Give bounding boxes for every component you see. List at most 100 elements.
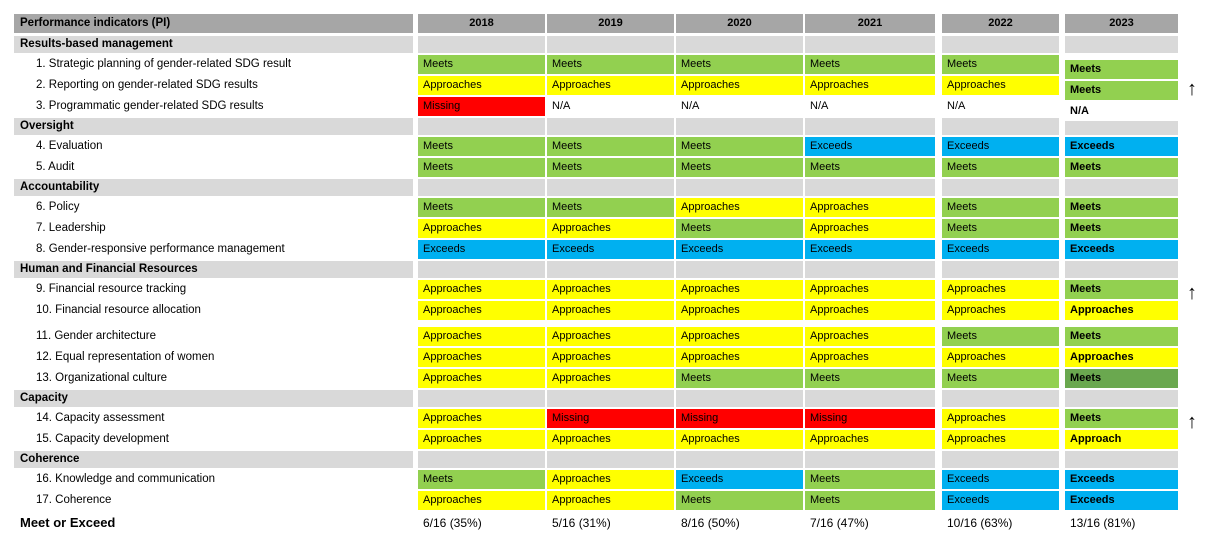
indicator-label[interactable]: 5. Audit bbox=[14, 158, 413, 177]
rating-cell[interactable]: Approaches bbox=[418, 301, 547, 320]
rating-cell[interactable]: Approaches bbox=[418, 327, 547, 346]
rating-cell[interactable]: Exceeds bbox=[1065, 491, 1180, 510]
rating-cell[interactable]: Approaches bbox=[547, 301, 676, 320]
rating-cell[interactable]: Meets bbox=[805, 369, 937, 388]
section-cell[interactable] bbox=[676, 451, 805, 468]
rating-cell[interactable]: Approaches bbox=[547, 327, 676, 346]
section-label[interactable]: Oversight bbox=[14, 118, 413, 135]
rating-cell[interactable]: Meets bbox=[1065, 280, 1180, 299]
section-cell[interactable] bbox=[805, 390, 937, 407]
section-cell[interactable] bbox=[547, 118, 676, 135]
section-cell[interactable] bbox=[942, 261, 1061, 278]
summary-label[interactable]: Meet or Exceed bbox=[14, 512, 413, 534]
rating-cell[interactable]: Approaches bbox=[418, 348, 547, 367]
rating-cell[interactable]: Meets bbox=[805, 491, 937, 510]
section-cell[interactable] bbox=[1065, 118, 1180, 135]
section-cell[interactable] bbox=[805, 261, 937, 278]
year-header-2023[interactable]: 2023 bbox=[1065, 14, 1180, 33]
indicator-label[interactable]: 13. Organizational culture bbox=[14, 369, 413, 388]
rating-cell[interactable]: Meets bbox=[418, 158, 547, 177]
section-label[interactable]: Coherence bbox=[14, 451, 413, 468]
indicator-label[interactable]: 9. Financial resource tracking bbox=[14, 280, 413, 299]
table-title-cell[interactable]: Performance indicators (PI) bbox=[14, 14, 413, 33]
rating-cell[interactable]: Meets bbox=[676, 491, 805, 510]
section-cell[interactable] bbox=[1065, 36, 1180, 53]
rating-cell[interactable]: Meets bbox=[676, 158, 805, 177]
rating-cell[interactable]: Meets bbox=[1065, 409, 1180, 428]
section-cell[interactable] bbox=[418, 390, 547, 407]
rating-cell[interactable]: Approaches bbox=[805, 76, 937, 95]
rating-cell[interactable]: Approaches bbox=[942, 76, 1061, 95]
rating-cell[interactable]: Exceeds bbox=[942, 137, 1061, 156]
rating-cell[interactable]: Meets bbox=[805, 55, 937, 74]
rating-cell[interactable]: Approaches bbox=[418, 369, 547, 388]
rating-cell[interactable]: N/A bbox=[1065, 102, 1180, 121]
rating-cell[interactable]: Meets bbox=[1065, 219, 1180, 238]
rating-cell[interactable]: Meets bbox=[1065, 327, 1180, 346]
rating-cell[interactable]: Approaches bbox=[805, 219, 937, 238]
section-cell[interactable] bbox=[805, 179, 937, 196]
rating-cell[interactable]: Meets bbox=[418, 198, 547, 217]
rating-cell[interactable]: Meets bbox=[1065, 81, 1180, 100]
rating-cell[interactable]: Meets bbox=[418, 55, 547, 74]
rating-cell[interactable]: Approaches bbox=[942, 301, 1061, 320]
rating-cell[interactable]: Approaches bbox=[805, 348, 937, 367]
rating-cell[interactable]: Approaches bbox=[942, 280, 1061, 299]
rating-cell[interactable]: Approaches bbox=[942, 348, 1061, 367]
section-cell[interactable] bbox=[1065, 261, 1180, 278]
rating-cell[interactable]: Approaches bbox=[547, 348, 676, 367]
rating-cell[interactable]: Approaches bbox=[805, 198, 937, 217]
indicator-label[interactable]: 4. Evaluation bbox=[14, 137, 413, 156]
rating-cell[interactable]: Exceeds bbox=[418, 240, 547, 259]
rating-cell[interactable]: Approaches bbox=[418, 219, 547, 238]
section-cell[interactable] bbox=[418, 451, 547, 468]
section-cell[interactable] bbox=[805, 118, 937, 135]
rating-cell[interactable]: Exceeds bbox=[805, 240, 937, 259]
section-cell[interactable] bbox=[805, 451, 937, 468]
rating-cell[interactable]: Exceeds bbox=[942, 491, 1061, 510]
rating-cell[interactable]: Exceeds bbox=[942, 470, 1061, 489]
rating-cell[interactable]: Meets bbox=[942, 219, 1061, 238]
section-cell[interactable] bbox=[942, 179, 1061, 196]
rating-cell[interactable]: Approaches bbox=[547, 369, 676, 388]
section-cell[interactable] bbox=[418, 118, 547, 135]
section-cell[interactable] bbox=[676, 261, 805, 278]
rating-cell[interactable]: Approaches bbox=[547, 76, 676, 95]
rating-cell[interactable]: Missing bbox=[547, 409, 676, 428]
indicator-label[interactable]: 7. Leadership bbox=[14, 219, 413, 238]
rating-cell[interactable]: Exceeds bbox=[942, 240, 1061, 259]
rating-cell[interactable]: Approaches bbox=[676, 348, 805, 367]
rating-cell[interactable]: Approach bbox=[1065, 430, 1180, 449]
rating-cell[interactable]: Approaches bbox=[805, 280, 937, 299]
section-cell[interactable] bbox=[942, 118, 1061, 135]
section-cell[interactable] bbox=[1065, 390, 1180, 407]
rating-cell[interactable]: Meets bbox=[418, 470, 547, 489]
rating-cell[interactable]: Meets bbox=[547, 158, 676, 177]
rating-cell[interactable]: N/A bbox=[547, 97, 676, 116]
year-header-2022[interactable]: 2022 bbox=[942, 14, 1061, 33]
rating-cell[interactable]: Approaches bbox=[805, 301, 937, 320]
rating-cell[interactable]: Meets bbox=[547, 137, 676, 156]
rating-cell[interactable]: Approaches bbox=[676, 280, 805, 299]
rating-cell[interactable]: Meets bbox=[942, 55, 1061, 74]
rating-cell[interactable]: Meets bbox=[547, 55, 676, 74]
rating-cell[interactable]: Exceeds bbox=[805, 137, 937, 156]
year-header-2019[interactable]: 2019 bbox=[547, 14, 676, 33]
rating-cell[interactable]: Missing bbox=[805, 409, 937, 428]
rating-cell[interactable]: Missing bbox=[418, 97, 547, 116]
summary-value[interactable]: 10/16 (63%) bbox=[942, 512, 1061, 534]
indicator-label[interactable]: 3. Programmatic gender-related SDG resul… bbox=[14, 97, 413, 116]
summary-value[interactable]: 13/16 (81%) bbox=[1065, 512, 1180, 534]
rating-cell[interactable]: Exceeds bbox=[1065, 137, 1180, 156]
rating-cell[interactable]: Meets bbox=[805, 158, 937, 177]
year-header-2021[interactable]: 2021 bbox=[805, 14, 937, 33]
indicator-label[interactable]: 8. Gender-responsive performance managem… bbox=[14, 240, 413, 259]
section-cell[interactable] bbox=[676, 390, 805, 407]
section-cell[interactable] bbox=[676, 118, 805, 135]
section-cell[interactable] bbox=[547, 36, 676, 53]
rating-cell[interactable]: Approaches bbox=[676, 301, 805, 320]
rating-cell[interactable]: Meets bbox=[942, 158, 1061, 177]
rating-cell[interactable]: Meets bbox=[1065, 198, 1180, 217]
summary-value[interactable]: 8/16 (50%) bbox=[676, 512, 805, 534]
rating-cell[interactable]: Meets bbox=[1065, 158, 1180, 177]
